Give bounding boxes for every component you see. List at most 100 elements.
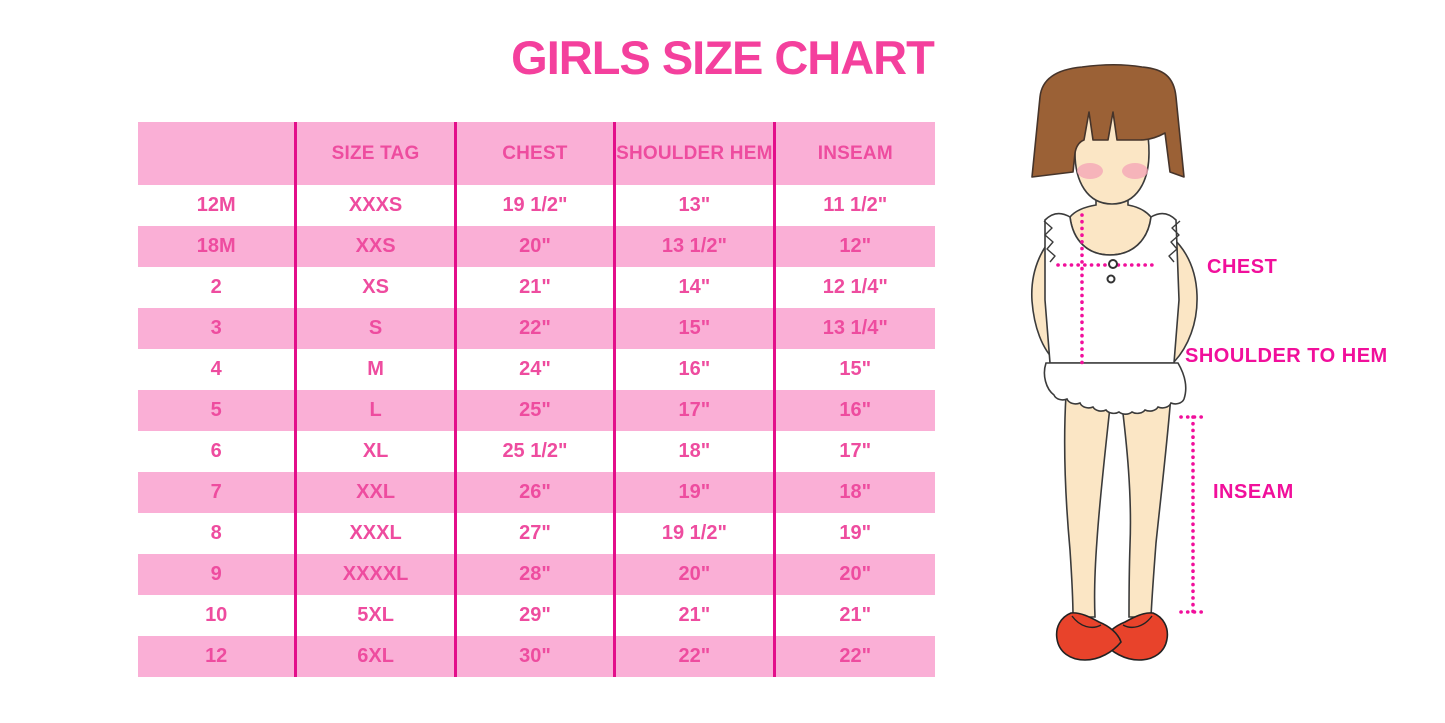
cell-size-tag: XS — [297, 267, 457, 308]
cell-size-tag: XXXL — [297, 513, 457, 554]
cell-size-tag: XXS — [297, 226, 457, 267]
table-header-row: SIZE TAG CHEST SHOULDER HEM INSEAM — [138, 122, 935, 185]
cell-inseam: 18" — [839, 481, 872, 503]
girl-hair — [1031, 63, 1185, 178]
cell-size: 8 — [138, 513, 298, 554]
girl-top-button-1 — [1108, 259, 1118, 269]
girl-measurement-diagram: CHEST SHOULDER TO HEM INSEAM — [1031, 63, 1388, 661]
shoulder-to-hem-label: SHOULDER TO HEM — [1185, 345, 1388, 367]
cell-chest: 19 1/2" — [457, 185, 617, 226]
cell-size: 3 — [138, 308, 298, 349]
girl-left-shoe-strap — [1071, 615, 1102, 628]
header-cell-size-tag: SIZE TAG — [297, 122, 457, 185]
girl-right-shoe-strap — [1122, 615, 1153, 628]
cell-shoulder-hem: 21" — [616, 595, 776, 636]
cell-inseam: 21" — [839, 604, 872, 626]
cell-shoulder-hem: 19 1/2" — [616, 513, 776, 554]
girl-ruffle-left — [1043, 220, 1056, 263]
table-row: 2 XS 21" 14" 12 1/4" — [138, 267, 935, 308]
cell-inseam: 13 1/4" — [822, 317, 888, 339]
cell-shoulder-hem: 22" — [616, 636, 776, 677]
table-row: 9 XXXXL 28" 20" 20" — [138, 554, 935, 595]
table-row: 12 6XL 30" 22" 22" — [138, 636, 935, 677]
girl-right-leg — [1120, 394, 1172, 618]
girl-blush-right — [1122, 163, 1148, 179]
cell-shoulder-hem: 16" — [616, 349, 776, 390]
cell-chest: 29" — [457, 595, 617, 636]
cell-size-tag: XXXS — [297, 185, 457, 226]
cell-size: 12M — [138, 185, 298, 226]
cell-inseam: 11 1/2" — [823, 194, 888, 216]
inseam-label: INSEAM — [1213, 481, 1294, 503]
cell-size: 2 — [138, 267, 298, 308]
cell-size: 7 — [138, 472, 298, 513]
cell-shoulder-hem: 14" — [616, 267, 776, 308]
cell-chest: 30" — [457, 636, 617, 677]
cell-inseam: 20" — [839, 563, 872, 585]
cell-chest: 21" — [457, 267, 617, 308]
cell-chest: 28" — [457, 554, 617, 595]
cell-shoulder-hem: 13" — [616, 185, 776, 226]
table-row: 3 S 22" 15" 13 1/4" — [138, 308, 935, 349]
cell-inseam: 17" — [839, 440, 872, 462]
cell-size-tag: M — [297, 349, 457, 390]
cell-shoulder-hem: 19" — [616, 472, 776, 513]
table-row: 8 XXXL 27" 19 1/2" 19" — [138, 513, 935, 554]
cell-inseam: 12" — [839, 235, 872, 257]
cell-size: 12 — [138, 636, 298, 677]
cell-shoulder-hem: 17" — [616, 390, 776, 431]
girl-left-shoe — [1055, 612, 1122, 661]
cell-chest: 22" — [457, 308, 617, 349]
cell-size-tag: XXL — [297, 472, 457, 513]
cell-size-tag: S — [297, 308, 457, 349]
cell-size: 18M — [138, 226, 298, 267]
cell-inseam: 15" — [839, 358, 872, 380]
cell-size: 9 — [138, 554, 298, 595]
cell-chest: 26" — [457, 472, 617, 513]
girl-skirt — [1043, 362, 1187, 415]
cell-chest: 20" — [457, 226, 617, 267]
cell-inseam: 16" — [839, 399, 872, 421]
cell-inseam: 19" — [839, 522, 872, 544]
girl-blush-left — [1077, 163, 1103, 179]
girl-top-button-2 — [1106, 274, 1116, 284]
cell-chest: 27" — [457, 513, 617, 554]
page-title: GIRLS SIZE CHART — [511, 31, 935, 84]
cell-size: 5 — [138, 390, 298, 431]
cell-chest: 25 1/2" — [457, 431, 617, 472]
cell-chest: 25" — [457, 390, 617, 431]
header-cell-inseam: INSEAM — [817, 142, 893, 164]
size-table: SIZE TAG CHEST SHOULDER HEM INSEAM 12M X… — [138, 122, 935, 677]
cell-size: 10 — [138, 595, 298, 636]
table-row: 7 XXL 26" 19" 18" — [138, 472, 935, 513]
cell-shoulder-hem: 15" — [616, 308, 776, 349]
girl-top — [1044, 212, 1180, 364]
table-row: 18M XXS 20" 13 1/2" 12" — [138, 226, 935, 267]
cell-size-tag: XXXXL — [297, 554, 457, 595]
cell-shoulder-hem: 18" — [616, 431, 776, 472]
cell-size-tag: XL — [297, 431, 457, 472]
header-cell-chest: CHEST — [457, 122, 617, 185]
table-row: 12M XXXS 19 1/2" 13" 11 1/2" — [138, 185, 935, 226]
cell-size-tag: 6XL — [297, 636, 457, 677]
cell-shoulder-hem: 13 1/2" — [616, 226, 776, 267]
table-row: 5 L 25" 17" 16" — [138, 390, 935, 431]
chest-label: CHEST — [1207, 256, 1277, 278]
header-cell-shoulder-hem: SHOULDER HEM — [616, 122, 776, 185]
girl-left-leg — [1063, 394, 1112, 618]
cell-size-tag: L — [297, 390, 457, 431]
cell-chest: 24" — [457, 349, 617, 390]
cell-inseam: 12 1/4" — [822, 276, 888, 298]
girl-ruffle-right — [1168, 220, 1181, 263]
girl-right-shoe — [1102, 612, 1169, 661]
table-row: 4 M 24" 16" 15" — [138, 349, 935, 390]
table-row: 6 XL 25 1/2" 18" 17" — [138, 431, 935, 472]
cell-inseam: 22" — [839, 645, 872, 667]
cell-size-tag: 5XL — [297, 595, 457, 636]
header-cell-size — [138, 122, 298, 185]
table-row: 10 5XL 29" 21" 21" — [138, 595, 935, 636]
cell-size: 6 — [138, 431, 298, 472]
cell-size: 4 — [138, 349, 298, 390]
cell-shoulder-hem: 20" — [616, 554, 776, 595]
